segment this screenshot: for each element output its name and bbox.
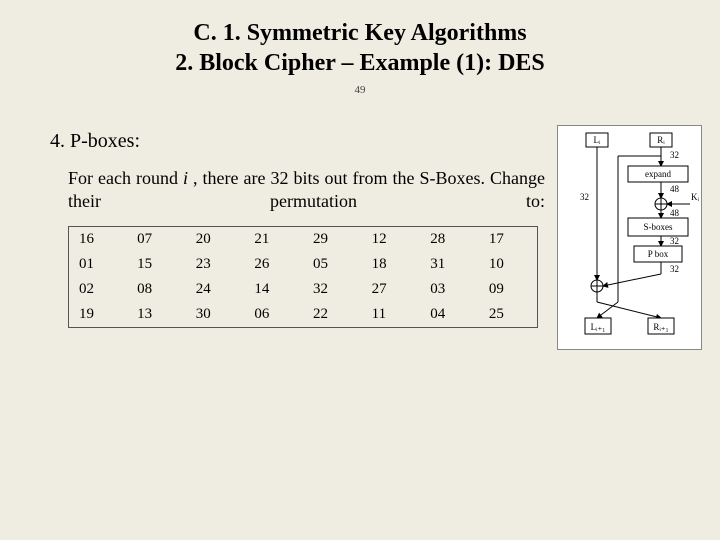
node-R-bot: Rᵢ₊₁	[653, 322, 668, 332]
node-expand: expand	[645, 169, 671, 179]
cell: 20	[186, 227, 245, 253]
edge-label: 48	[670, 184, 680, 194]
title-line-2: 2. Block Cipher – Example (1): DES	[0, 48, 720, 78]
permutation-table: 16 07 20 21 29 12 28 17 01 15 23 26 05 1…	[68, 226, 538, 328]
des-round-diagram: Lᵢ Rᵢ expand S-boxes P box Lᵢ₊₁ Rᵢ₊₁ Kᵢ …	[557, 125, 702, 350]
cell: 26	[244, 252, 303, 277]
body-prefix: For each round	[68, 168, 183, 188]
cell: 29	[303, 227, 362, 253]
cell: 11	[362, 302, 421, 328]
cell: 19	[69, 302, 128, 328]
cell: 14	[244, 277, 303, 302]
cell: 05	[303, 252, 362, 277]
cell: 16	[69, 227, 128, 253]
edge-label: 32	[580, 192, 589, 202]
cell: 21	[244, 227, 303, 253]
node-pbox: P box	[648, 249, 669, 259]
cell: 27	[362, 277, 421, 302]
node-L-top: Lᵢ	[594, 135, 601, 145]
table-row: 19 13 30 06 22 11 04 25	[69, 302, 538, 328]
node-R-top: Rᵢ	[657, 135, 665, 145]
node-sboxes: S-boxes	[644, 222, 673, 232]
cell: 18	[362, 252, 421, 277]
cell: 03	[420, 277, 479, 302]
cell: 22	[303, 302, 362, 328]
cell: 07	[127, 227, 186, 253]
cell: 28	[420, 227, 479, 253]
slide-number: 49	[0, 84, 720, 96]
cell: 13	[127, 302, 186, 328]
cell: 02	[69, 277, 128, 302]
title-line-1: C. 1. Symmetric Key Algorithms	[0, 18, 720, 48]
cell: 09	[479, 277, 538, 302]
node-K: Kᵢ	[691, 192, 699, 202]
edge-label: 32	[670, 264, 679, 274]
cell: 17	[479, 227, 538, 253]
cell: 25	[479, 302, 538, 328]
cell: 30	[186, 302, 245, 328]
cell: 06	[244, 302, 303, 328]
edge-label: 32	[670, 150, 679, 160]
table-row: 02 08 24 14 32 27 03 09	[69, 277, 538, 302]
cell: 23	[186, 252, 245, 277]
cell: 10	[479, 252, 538, 277]
table-row: 01 15 23 26 05 18 31 10	[69, 252, 538, 277]
node-L-bot: Lᵢ₊₁	[591, 322, 606, 332]
cell: 32	[303, 277, 362, 302]
cell: 08	[127, 277, 186, 302]
table-row: 16 07 20 21 29 12 28 17	[69, 227, 538, 253]
body-text: For each round i , there are 32 bits out…	[50, 167, 545, 214]
cell: 04	[420, 302, 479, 328]
edge-label: 48	[670, 208, 680, 218]
section-heading: 4. P-boxes:	[50, 130, 545, 153]
edge-label: 32	[670, 236, 679, 246]
cell: 31	[420, 252, 479, 277]
cell: 24	[186, 277, 245, 302]
cell: 01	[69, 252, 128, 277]
cell: 15	[127, 252, 186, 277]
cell: 12	[362, 227, 421, 253]
